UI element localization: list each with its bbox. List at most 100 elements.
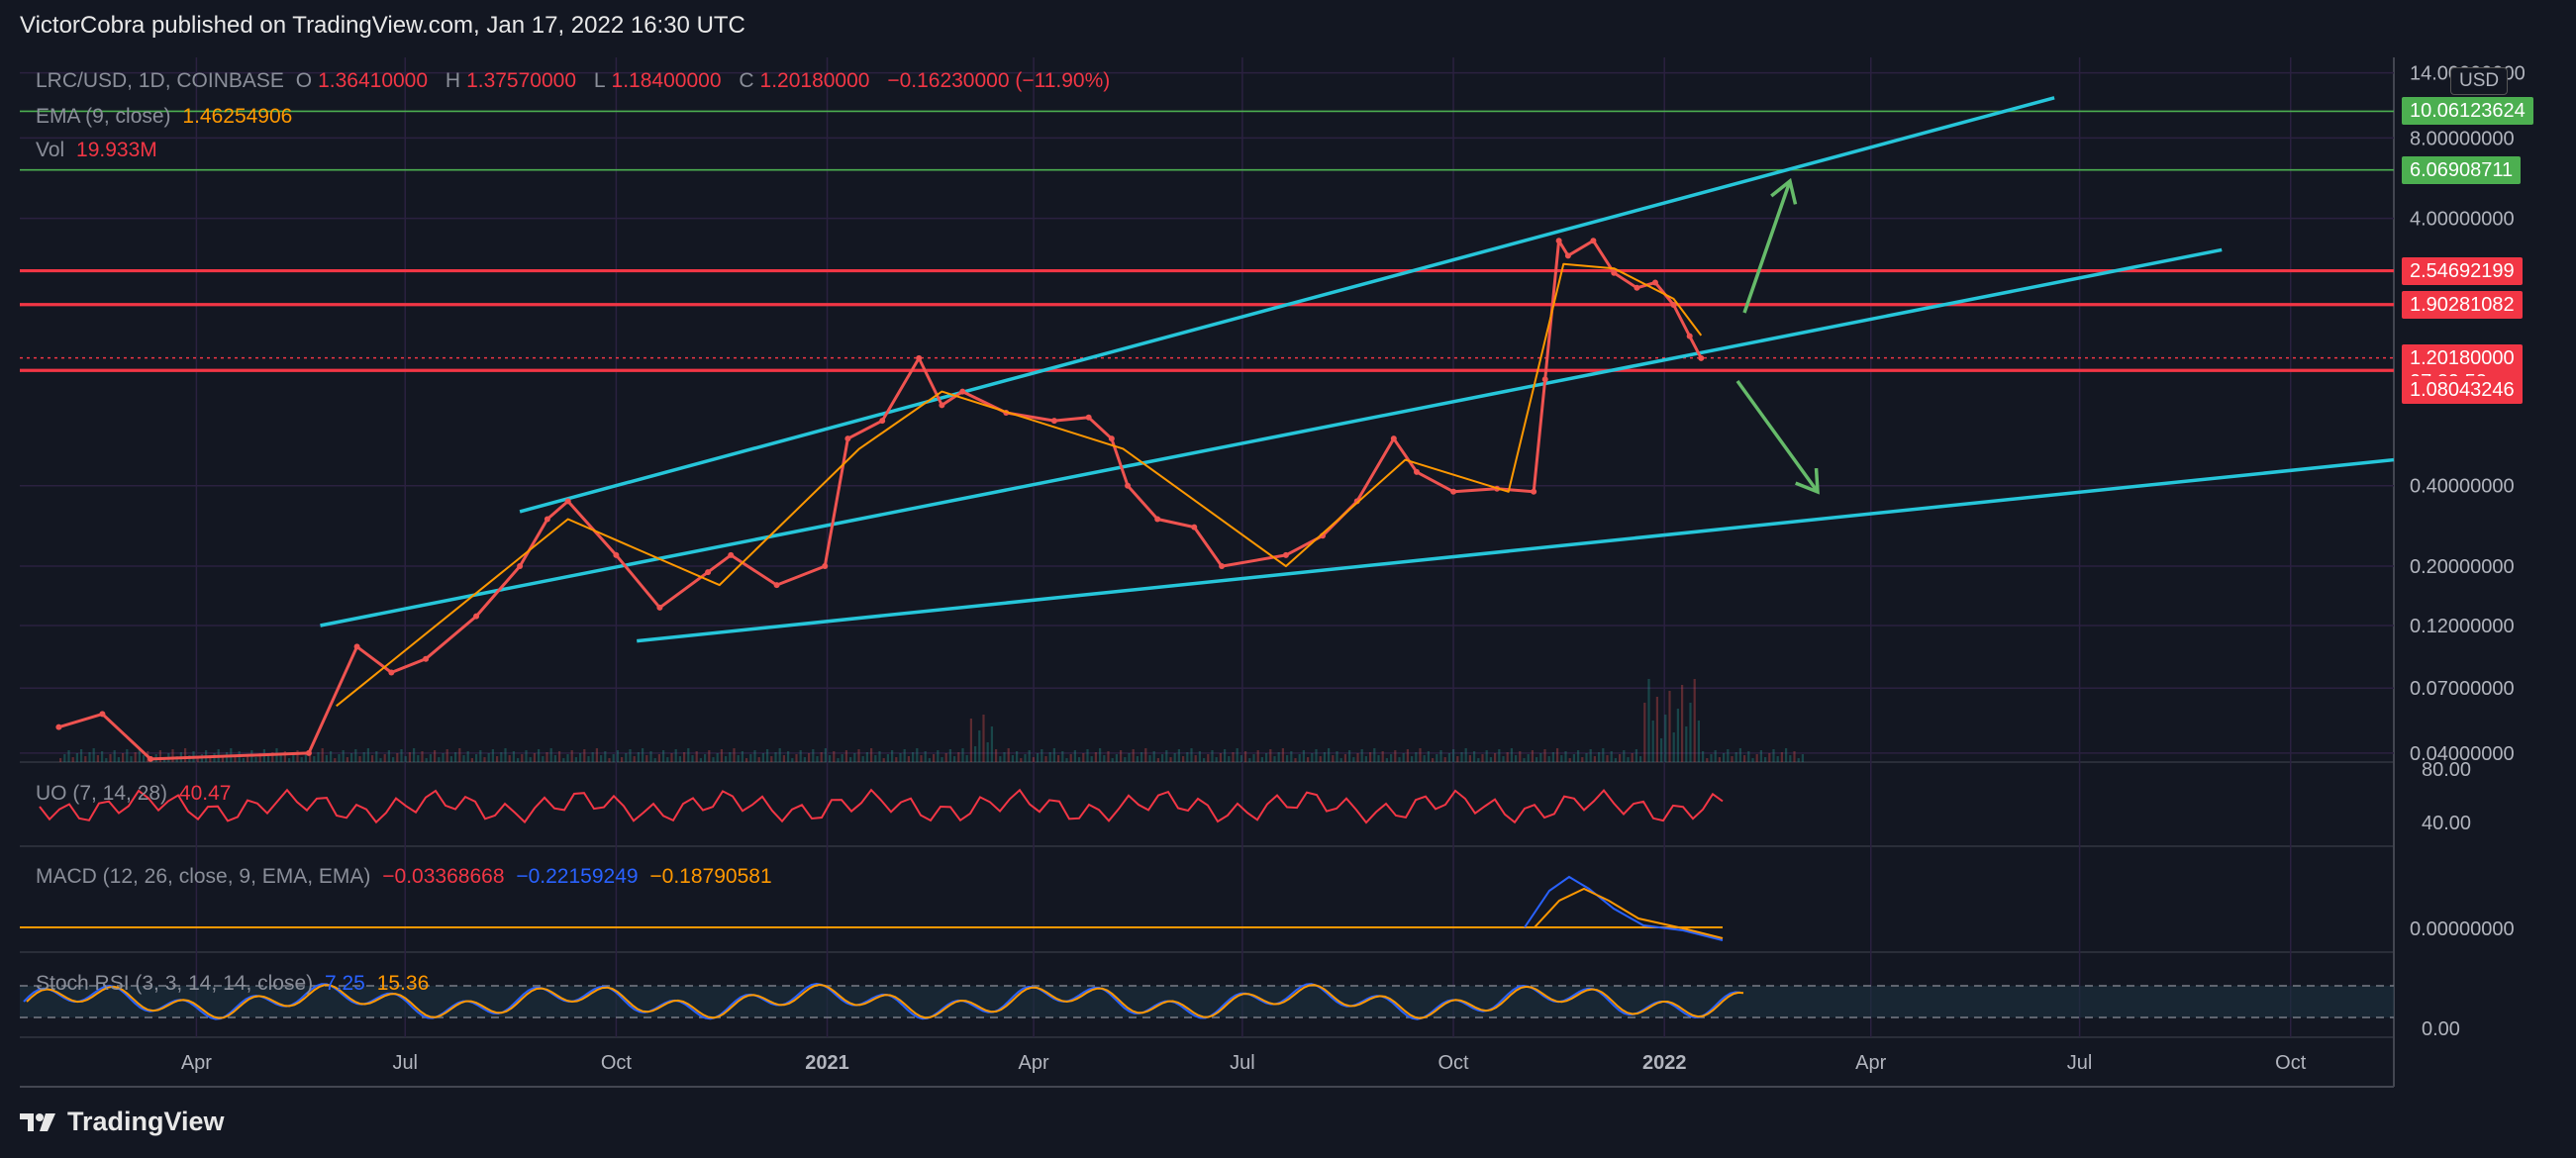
- brand-label: TradingView: [67, 1107, 225, 1136]
- volume-bar: [117, 757, 120, 762]
- volume-bar: [1356, 753, 1359, 762]
- volume-bar: [1120, 750, 1123, 762]
- volume-bar: [1277, 752, 1280, 762]
- volume-bar: [1551, 752, 1554, 762]
- symbol-legend: LRC/USD, 1D, COINBASE O 1.36410000 H 1.375…: [36, 69, 1116, 93]
- volume-bar: [1203, 758, 1206, 762]
- volume-bar: [1702, 751, 1705, 762]
- volume-bar: [392, 757, 395, 762]
- volume-bar: [816, 756, 819, 762]
- vol-value: 19.933M: [76, 139, 157, 161]
- volume-bar: [1464, 748, 1467, 762]
- volume-bar: [837, 758, 840, 762]
- volume-bar: [1536, 757, 1538, 762]
- volume-bar: [1768, 753, 1771, 762]
- price-point: [1413, 468, 1420, 475]
- volume-bar: [1627, 757, 1630, 762]
- volume-bar: [545, 752, 548, 762]
- volume-bar: [354, 749, 357, 762]
- volume-bar: [616, 750, 619, 762]
- x-tick-label: Jul: [1230, 1052, 1255, 1074]
- volume-bar: [1244, 751, 1247, 762]
- price-point: [844, 435, 851, 442]
- volume-bar: [849, 757, 852, 762]
- volume-bar: [812, 749, 815, 762]
- x-tick-label: Jul: [2067, 1052, 2093, 1074]
- volume-bar: [446, 749, 448, 762]
- uo-tick-label: 40.00: [2422, 813, 2471, 834]
- volume-bar: [662, 750, 665, 762]
- volume-bar: [504, 748, 507, 762]
- volume-bar: [612, 754, 615, 762]
- volume-bar: [678, 756, 681, 762]
- volume-bar: [1236, 748, 1238, 762]
- volume-bar: [242, 758, 245, 762]
- volume-bar: [1710, 754, 1713, 762]
- volume-bar: [1460, 752, 1463, 762]
- volume-bar: [1723, 753, 1726, 762]
- volume-bar: [841, 754, 843, 762]
- volume-bar: [1602, 748, 1605, 762]
- volume-bar: [874, 755, 877, 762]
- volume-bar: [1065, 758, 1068, 762]
- volume-bar: [1643, 703, 1646, 762]
- volume-bar: [425, 758, 428, 762]
- volume-bar: [1411, 756, 1414, 762]
- volume-bar: [1598, 752, 1601, 762]
- volume-bar: [517, 758, 520, 762]
- volume-bar: [387, 750, 390, 762]
- price-series-line: [57, 239, 1703, 761]
- volume-bar: [1443, 757, 1446, 762]
- volume-bar: [304, 753, 307, 762]
- volume-bar: [413, 748, 416, 762]
- volume-bar: [1069, 754, 1072, 762]
- volume-bar: [508, 755, 511, 762]
- stoch-legend: Stoch RSI (3, 3, 14, 14, close) 7.25 15.…: [36, 972, 435, 996]
- volume-bar: [1323, 752, 1326, 762]
- volume-bar: [1044, 756, 1047, 762]
- volume-bar: [587, 756, 590, 762]
- volume-bar: [1364, 756, 1367, 762]
- volume-bar: [725, 756, 728, 762]
- volume-bar: [1447, 753, 1450, 762]
- volume-bar: [1094, 752, 1097, 762]
- volume-bar: [462, 755, 465, 762]
- volume-bar: [1468, 755, 1471, 762]
- tradingview-brand[interactable]: TradingView: [20, 1107, 225, 1137]
- volume-bar: [1011, 755, 1014, 762]
- volume-bar: [1523, 758, 1526, 762]
- volume-bar: [683, 752, 686, 762]
- currency-badge[interactable]: USD: [2450, 67, 2509, 95]
- volume-bar: [579, 753, 582, 762]
- volume-bar: [1619, 754, 1622, 762]
- volume-bar: [808, 753, 811, 762]
- volume-bar: [109, 754, 112, 762]
- volume-bar: [600, 755, 603, 762]
- volume-bar: [937, 750, 940, 762]
- volume-bar: [434, 750, 437, 762]
- volume-bar: [1090, 756, 1093, 762]
- volume-bar: [1269, 749, 1272, 762]
- volume-bar: [621, 757, 624, 762]
- volume-bar: [595, 748, 598, 762]
- price-point: [1085, 414, 1092, 421]
- volume-bar: [1759, 750, 1762, 762]
- volume-bar: [570, 750, 573, 762]
- volume-bar: [687, 748, 690, 762]
- volume-bar: [1228, 756, 1231, 762]
- volume-bar: [1211, 750, 1214, 762]
- price-point: [916, 354, 923, 361]
- volume-bar: [1419, 748, 1422, 762]
- ema-series-line: [336, 262, 1703, 708]
- volume-bar: [1136, 756, 1139, 762]
- x-tick-label: Apr: [181, 1052, 212, 1074]
- price-point: [1282, 551, 1289, 558]
- volume-bar: [604, 751, 607, 762]
- volume-bar: [907, 756, 910, 762]
- volume-bar: [924, 751, 927, 762]
- volume-bar: [1207, 754, 1210, 762]
- volume-bar: [1073, 750, 1076, 762]
- volume-bar: [903, 749, 906, 762]
- volume-bar: [1780, 752, 1783, 762]
